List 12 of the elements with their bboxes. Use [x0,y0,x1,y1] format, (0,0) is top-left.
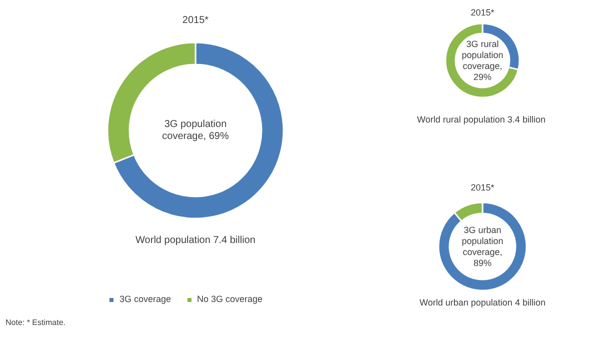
text: World urban population 4 billion [420,298,546,308]
chart-title: 2015* [470,182,495,192]
legend-label: 3G coverage [119,294,171,304]
legend-label: No 3G coverage [196,294,263,304]
text: World rural population 3.4 billion [417,114,546,124]
chart-title: 2015* [182,15,209,26]
text: Note: * Estimate. [6,318,66,327]
text: 3G rural population coverage, 29% [462,39,504,82]
text: 3G urban population coverage, 89% [462,225,504,268]
text: World population 7.4 billion [136,235,256,246]
chart-title: 2015* [470,8,495,18]
text: 3G population coverage, 69% [162,119,229,142]
